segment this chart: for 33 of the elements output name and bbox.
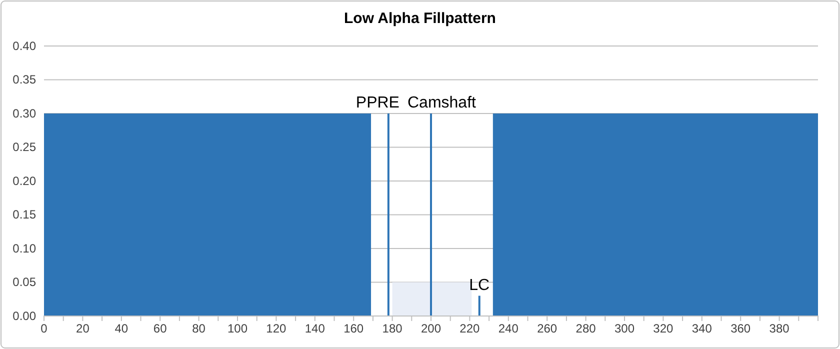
y-tick-label: 0.35: [12, 72, 36, 87]
y-tick-label: 0.10: [12, 241, 36, 256]
x-tick-label: 260: [537, 322, 558, 336]
x-tick-label: 60: [153, 322, 168, 336]
x-tick-label: 320: [653, 322, 674, 336]
chart-title: Low Alpha Fillpattern: [344, 10, 496, 27]
y-tick-label: 0.20: [12, 174, 36, 188]
x-tick-label: 180: [382, 322, 403, 336]
x-tick-label: 200: [420, 322, 442, 336]
y-tick-label: 0.15: [12, 208, 36, 222]
x-tick-label: 40: [114, 322, 128, 336]
y-tick-label: 0.00: [12, 308, 36, 323]
x-tick-label: 0: [40, 322, 48, 336]
y-tick-label: 0.05: [12, 275, 36, 290]
x-tick-label: 300: [614, 322, 635, 336]
series-label: PPRE: [356, 94, 400, 112]
x-tick-label: 360: [730, 322, 751, 336]
x-tick-label: 100: [227, 322, 248, 336]
x-tick-label: 140: [304, 322, 326, 336]
y-tick-label: 0.25: [12, 140, 36, 154]
x-tick-label: 20: [76, 322, 90, 336]
y-tick-label: 0.40: [12, 38, 36, 53]
x-tick-label: 80: [192, 322, 206, 336]
y-tick-label: 0.30: [12, 106, 36, 120]
x-tick-label: 240: [498, 322, 519, 336]
x-tick-label: 220: [460, 322, 480, 336]
x-tick-label: 280: [576, 322, 596, 336]
series-label: Camshaft: [407, 94, 477, 112]
series-label: LC: [469, 276, 490, 294]
x-tick-label: 340: [692, 322, 712, 336]
x-tick-label: 160: [344, 322, 364, 336]
x-tick-label: 380: [769, 322, 790, 336]
x-tick-label: 120: [266, 322, 287, 336]
